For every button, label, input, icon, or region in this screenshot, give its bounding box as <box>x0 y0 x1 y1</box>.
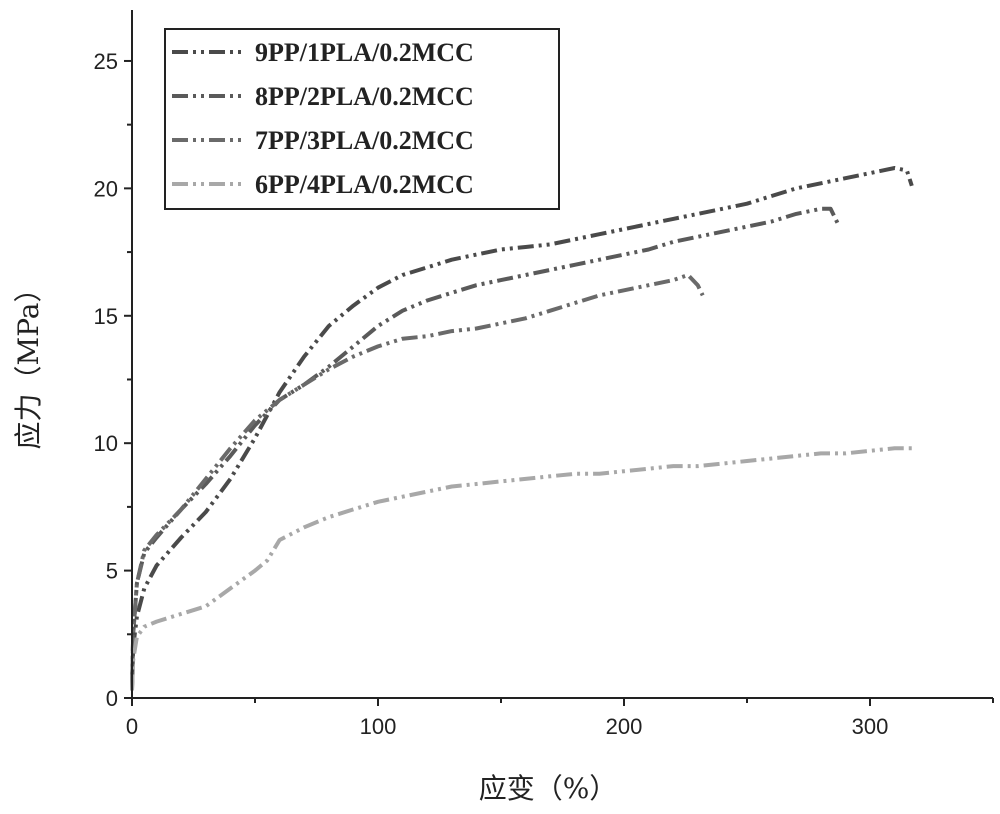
y-tick-label: 20 <box>94 176 118 201</box>
series-layer <box>130 166 914 691</box>
x-tick-label: 200 <box>606 714 643 739</box>
legend-label: 7PP/3PLA/0.2MCC <box>255 126 474 155</box>
axes-layer: 0 100 200 300 0 5 10 15 20 25 <box>94 10 994 739</box>
legend-box <box>164 28 560 210</box>
y-axis-title: 应力（MPa） <box>12 275 45 450</box>
series-line-2 <box>130 206 840 688</box>
series-line-3 <box>130 273 705 691</box>
x-tick-label: 100 <box>360 714 397 739</box>
legend-label: 6PP/4PLA/0.2MCC <box>255 170 474 199</box>
series-line-4 <box>130 446 912 691</box>
y-tick-label: 15 <box>94 304 118 329</box>
legend-label: 9PP/1PLA/0.2MCC <box>255 38 474 67</box>
y-tick-label: 0 <box>106 686 118 711</box>
x-tick-label: 0 <box>126 714 138 739</box>
x-tick-label: 300 <box>852 714 889 739</box>
legend-label: 8PP/2PLA/0.2MCC <box>255 82 474 111</box>
y-tick-label: 10 <box>94 431 118 456</box>
y-tick-label: 25 <box>94 49 118 74</box>
x-axis-title: 应变（%） <box>479 772 618 805</box>
series-line-1 <box>130 166 914 686</box>
legend: 9PP/1PLA/0.2MCC 8PP/2PLA/0.2MCC 7PP/3PLA/0… <box>164 28 560 210</box>
y-tick-label: 5 <box>106 559 118 584</box>
